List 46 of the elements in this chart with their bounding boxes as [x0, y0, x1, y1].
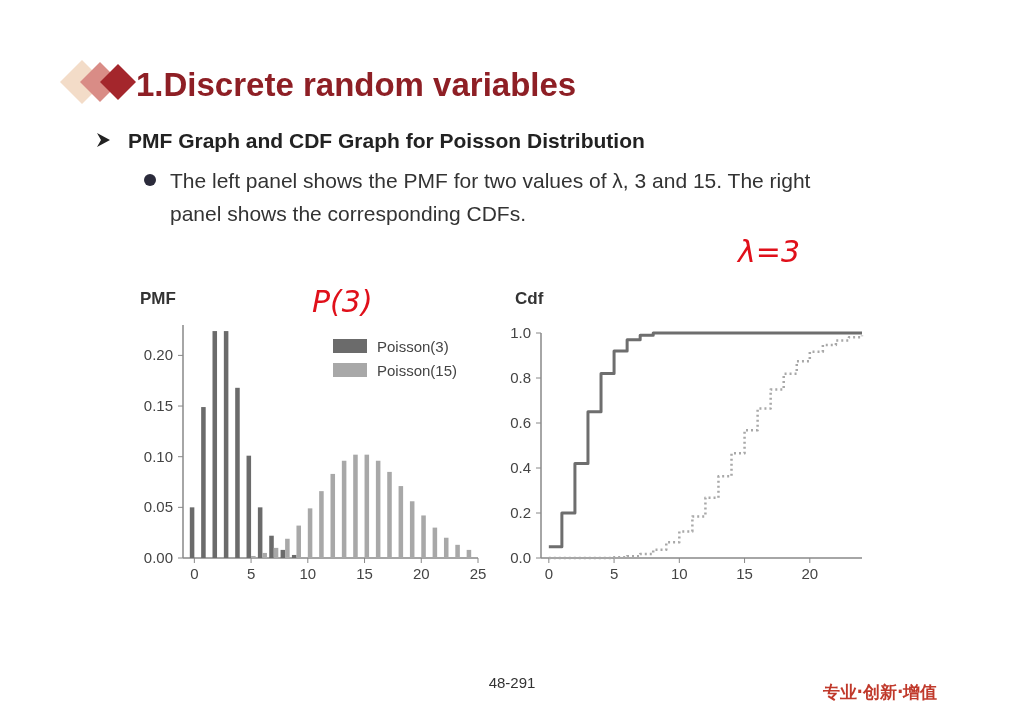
y-tick-label: 0.2	[510, 504, 531, 521]
legend-label: Poisson(3)	[377, 338, 449, 355]
x-tick-label: 5	[609, 565, 619, 582]
bar	[319, 491, 324, 558]
text: 专业·创新·增值	[821, 682, 938, 702]
bar	[296, 525, 301, 558]
legend-label: Poisson(15)	[377, 362, 458, 379]
bar	[387, 471, 392, 558]
bar	[353, 454, 358, 558]
bar	[235, 387, 240, 558]
y-tick-label: 0.8	[510, 369, 531, 386]
bar	[262, 552, 267, 558]
text: λ=3	[736, 234, 800, 269]
y-tick-label: 0.05	[143, 498, 173, 516]
y-tick-label: 0.20	[143, 346, 173, 364]
y-tick-label: 0.10	[143, 447, 173, 465]
text: P(3)	[312, 284, 373, 319]
text: The left panel shows the PMF for two values of λ, 3 and 15. The right panel shows the corresponding CDFs.	[170, 169, 811, 225]
chart-title: Cdf	[515, 289, 544, 308]
chart-title: PMF	[140, 289, 176, 308]
bar	[285, 538, 290, 558]
text: PMF Graph and CDF Graph for Poisson Distribution	[128, 129, 645, 152]
y-tick-label: 0.4	[510, 459, 531, 476]
text: 1.Discrete random variables	[136, 66, 577, 103]
bar	[269, 535, 274, 558]
text: 48-291	[488, 674, 536, 691]
y-tick-label: 0.6	[510, 414, 531, 431]
bar	[455, 544, 460, 558]
x-tick-label: 5	[246, 565, 256, 582]
x-tick-label: 10	[670, 565, 688, 582]
bar	[251, 555, 256, 558]
y-tick-label: 0.0	[510, 549, 531, 566]
bar	[443, 537, 449, 558]
y-tick-label: 0.15	[143, 397, 173, 415]
x-tick-label: 20	[412, 565, 430, 582]
x-tick-label: 15	[356, 565, 373, 582]
x-tick-label: 15	[736, 565, 753, 582]
bar	[421, 515, 426, 558]
y-tick-label: 0.00	[143, 549, 173, 566]
y-tick-label: 1.0	[510, 324, 531, 341]
x-tick-label: 0	[544, 565, 553, 582]
x-tick-label: 25	[469, 565, 487, 582]
x-tick-label: 10	[299, 565, 317, 582]
x-tick-label: 20	[801, 565, 819, 582]
bar	[201, 407, 206, 558]
x-tick-label: 0	[190, 565, 199, 582]
